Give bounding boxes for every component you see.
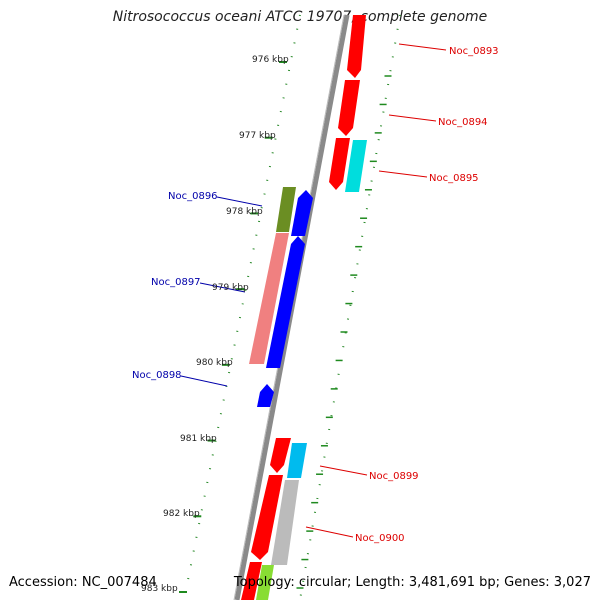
gene-labels: Noc_0893 Noc_0894 Noc_0895 Noc_0896 Noc_… — [132, 46, 499, 544]
gene-arrow-noc-0900-c[interactable] — [241, 562, 262, 600]
gene-label-noc-0900[interactable]: Noc_0900 — [355, 533, 405, 544]
gene-label-noc-0898[interactable]: Noc_0898 — [132, 370, 182, 381]
tick-labels: 976 kbp 977 kbp 978 kbp 979 kbp 980 kbp … — [141, 55, 289, 594]
gene-block-noc-0899-a[interactable] — [287, 443, 307, 478]
reverse-features — [249, 187, 313, 407]
tick-label: 979 kbp — [212, 283, 249, 293]
tick-label: 976 kbp — [252, 55, 289, 65]
gene-label-noc-0894[interactable]: Noc_0894 — [438, 117, 488, 128]
gene-arrow-noc-0900-a[interactable] — [270, 438, 291, 473]
gene-block-noc-0895-b[interactable] — [345, 140, 367, 192]
map-title: Nitrosococcus oceani ATCC 19707, complet… — [112, 9, 488, 25]
gene-arrow-noc-0900-b[interactable] — [251, 475, 283, 560]
gene-label-noc-0897[interactable]: Noc_0897 — [151, 277, 201, 288]
gene-arrow-noc-0894[interactable] — [338, 80, 360, 136]
forward-features — [241, 15, 367, 600]
tick-label: 978 kbp — [226, 207, 263, 217]
tick-label: 982 kbp — [163, 509, 200, 519]
gene-arrow-noc-0895[interactable] — [329, 138, 350, 190]
gene-arrow-noc-0893[interactable] — [347, 15, 366, 78]
gene-block-noc-0896[interactable] — [276, 187, 296, 232]
gene-arrow-noc-0896[interactable] — [291, 190, 313, 236]
accession-label: Accession: NC_007484 — [9, 575, 157, 590]
gene-arrow-noc-0897[interactable] — [266, 236, 305, 368]
tick-marks — [179, 61, 392, 593]
tick-label: 980 kbp — [196, 358, 233, 368]
outer-dotted-ring — [299, 14, 401, 600]
gene-block-noc-0897[interactable] — [249, 233, 289, 364]
gene-arrow-noc-0898[interactable] — [257, 384, 274, 407]
summary-label: Topology: circular; Length: 3,481,691 bp… — [233, 575, 591, 590]
label-leaders — [180, 43, 447, 538]
gene-label-noc-0899[interactable]: Noc_0899 — [369, 471, 419, 482]
gene-block-green-bottom[interactable] — [256, 565, 274, 600]
gene-label-noc-0893[interactable]: Noc_0893 — [449, 46, 499, 57]
tick-label: 983 kbp — [141, 584, 178, 594]
gene-label-noc-0896[interactable]: Noc_0896 — [168, 191, 218, 202]
tick-label: 977 kbp — [239, 131, 276, 141]
gene-block-noc-0899-b[interactable] — [271, 480, 299, 565]
tick-label: 981 kbp — [180, 434, 217, 444]
gene-label-noc-0895[interactable]: Noc_0895 — [429, 173, 479, 184]
